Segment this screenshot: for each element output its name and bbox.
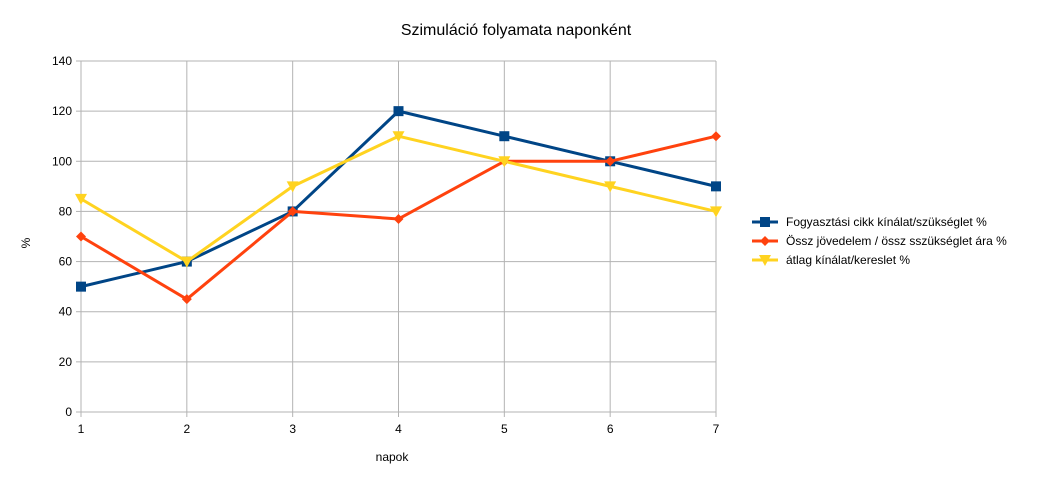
legend-item: Össz jövedelem / össz sszükséglet ára %	[752, 234, 1007, 248]
data-point	[604, 181, 617, 193]
x-tick-label: 3	[289, 422, 296, 436]
data-point	[711, 181, 721, 192]
data-point	[75, 193, 87, 205]
data-point	[710, 206, 722, 218]
y-tick-label: 80	[59, 204, 73, 218]
data-point	[711, 131, 721, 142]
legend-item: átlag kínálat/kereslet %	[752, 253, 910, 267]
x-tick-label: 2	[183, 422, 190, 436]
legend-marker	[760, 236, 770, 246]
y-tick-label: 100	[52, 154, 72, 168]
data-point	[181, 294, 192, 305]
grid-lines	[80, 60, 717, 413]
legend-label: átlag kínálat/kereslet %	[786, 253, 910, 267]
data-point	[499, 131, 510, 142]
x-tick-label: 1	[78, 422, 85, 436]
data-point	[605, 156, 616, 167]
chart-title: Szimuláció folyamata naponként	[401, 22, 632, 39]
data-point	[76, 281, 86, 292]
legend-marker	[760, 217, 770, 227]
y-tick-label: 120	[52, 104, 72, 118]
tick-labels: 0 20 40 60 80 100 120 140 1 2 3 4 5 6 7	[52, 54, 720, 436]
legend-label: Össz jövedelem / össz sszükséglet ára %	[786, 234, 1007, 248]
data-point	[286, 181, 299, 193]
y-tick-label: 40	[59, 305, 73, 319]
x-axis-label: napok	[376, 450, 410, 464]
data-point	[76, 231, 86, 242]
y-tick-label: 0	[65, 405, 72, 419]
y-tick-label: 20	[59, 355, 73, 369]
axes	[76, 60, 717, 417]
data-point	[393, 213, 404, 224]
data-point	[180, 256, 193, 268]
data-point	[287, 206, 298, 217]
y-axis-label: %	[19, 237, 33, 248]
data-point	[392, 131, 405, 143]
series-3	[75, 131, 722, 268]
legend-label: Fogyasztási cikk kínálat/szükséglet %	[786, 215, 987, 229]
legend: Fogyasztási cikk kínálat/szükséglet % Öss…	[752, 215, 1007, 267]
x-tick-label: 5	[501, 422, 508, 436]
series-lines	[75, 106, 722, 305]
legend-marker	[759, 255, 771, 266]
y-tick-label: 60	[59, 255, 73, 269]
x-tick-label: 7	[713, 422, 720, 436]
data-point	[393, 106, 404, 117]
y-tick-label: 140	[52, 54, 72, 68]
x-tick-label: 6	[607, 422, 614, 436]
legend-item: Fogyasztási cikk kínálat/szükséglet %	[752, 215, 987, 229]
x-tick-label: 4	[395, 422, 402, 436]
data-point	[498, 156, 511, 168]
